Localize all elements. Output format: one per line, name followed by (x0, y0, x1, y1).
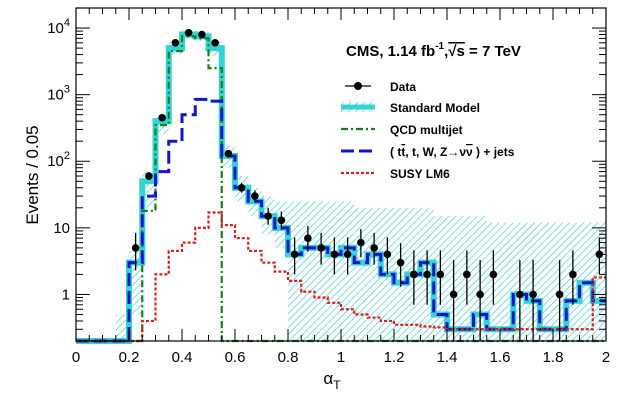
legend-item-sm: Standard Model (341, 101, 480, 115)
x-tick-label-3: 0.6 (225, 349, 246, 366)
data-point-11 (277, 216, 286, 225)
sm-band-bin-4 (129, 250, 143, 315)
y-tick-label-0: 1 (62, 286, 70, 303)
title-energy: = 7 TeV (465, 43, 521, 60)
y-tick-label-3: 103 (47, 84, 70, 104)
data-point-9 (251, 192, 259, 200)
data-point-23 (436, 270, 445, 279)
data-point-0 (131, 244, 140, 252)
data-point-8 (237, 183, 246, 192)
x-tick-label-5: 1 (337, 349, 345, 366)
title-sqrt-s: √s (448, 43, 465, 60)
legend-ewk-label: ( tt, t, W, Z→νν ) + jets (390, 145, 515, 159)
y-tick-label-4: 104 (47, 17, 70, 37)
sm-band-bin-3 (115, 314, 129, 341)
data-point-12 (290, 250, 299, 259)
legend-sm-label: Standard Model (390, 101, 480, 115)
data-point-24 (449, 290, 458, 299)
x-axis-label-alpha: α (323, 369, 333, 388)
legend-item-data: Data (345, 80, 416, 94)
data-point-2 (158, 113, 166, 122)
data-point-3 (171, 39, 180, 47)
data-point-25 (463, 270, 471, 279)
data-point-31 (569, 270, 577, 279)
data-point-16 (343, 250, 352, 259)
y-tick-label-1: 10 (53, 220, 70, 237)
data-point-5 (198, 30, 206, 39)
sm-band-bin-22 (367, 207, 381, 341)
chart-title: CMS, 1.14 fb-1,√s = 7 TeV (346, 41, 521, 60)
data-point-1 (145, 172, 153, 180)
data-point-4 (184, 28, 193, 37)
x-axis-label: αT (323, 369, 341, 392)
sm-band-bin-32 (500, 222, 514, 341)
x-tick-label-9: 1.8 (543, 349, 564, 366)
legend-qcd-label: QCD multijet (390, 123, 463, 137)
y-tick-label-2: 102 (47, 150, 70, 170)
data-point-7 (224, 149, 233, 158)
x-axis-label-subscript: T (333, 378, 341, 392)
data-points (131, 28, 604, 341)
legend-data-label: Data (390, 80, 416, 94)
data-point-14 (317, 244, 325, 252)
legend-susy-label: SUSY LM6 (390, 167, 450, 181)
data-point-20 (396, 258, 405, 267)
data-point-15 (330, 250, 339, 259)
data-point-18 (370, 244, 378, 252)
data-point-19 (383, 250, 392, 259)
legend-item-ewk: ( tt, t, W, Z→νν ) + jets (341, 145, 515, 159)
data-point-28 (516, 290, 524, 299)
x-tick-label-10: 2 (602, 349, 610, 366)
title-main: CMS, 1.14 fb (346, 43, 435, 60)
title-comma: , (444, 43, 448, 60)
data-point-22 (423, 270, 431, 279)
sm-band-bin-21 (354, 207, 368, 341)
x-tick-label-4: 0.8 (278, 349, 299, 366)
legend-data-marker (354, 82, 362, 90)
sm-band-bin-17 (301, 201, 315, 341)
data-point-21 (410, 270, 418, 279)
sm-band-bin-39 (592, 222, 606, 341)
axes: 0 0.2 0.4 0.6 0.8 1 1.2 1.4 1.6 1.8 2 1 10 102 103 104 (47, 7, 610, 366)
data-point-29 (529, 290, 537, 299)
legend: Data Standard Model QCD multijet ( tt, t… (341, 80, 515, 181)
y-axis-label: Events / 0.05 (23, 125, 42, 224)
sm-band-bin-18 (314, 201, 328, 341)
data-point-13 (304, 234, 312, 242)
x-tick-label-8: 1.6 (490, 349, 511, 366)
title-superscript: -1 (435, 41, 444, 52)
data-point-6 (211, 39, 219, 47)
susy-histogram-line (76, 211, 606, 343)
x-tick-label-0: 0 (72, 349, 80, 366)
legend-item-susy: SUSY LM6 (341, 167, 450, 181)
data-point-27 (489, 270, 498, 279)
data-point-30 (555, 290, 564, 299)
legend-item-qcd: QCD multijet (341, 123, 463, 137)
x-tick-label-7: 1.4 (437, 349, 458, 366)
x-tick-label-6: 1.2 (384, 349, 405, 366)
data-point-26 (476, 290, 484, 299)
ewk-histogram-line (76, 97, 606, 343)
x-tick-label-2: 0.4 (172, 349, 193, 366)
sm-band-bin-35 (539, 222, 553, 341)
data-point-17 (357, 238, 365, 247)
data-point-10 (264, 212, 272, 220)
x-tick-label-1: 0.2 (119, 349, 140, 366)
